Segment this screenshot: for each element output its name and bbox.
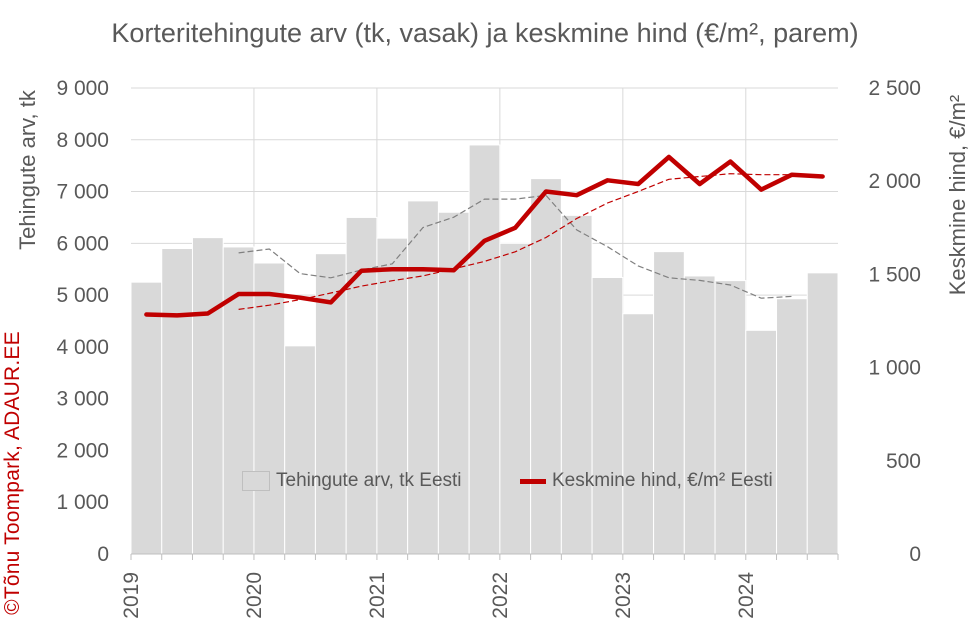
y-left-tick-label: 4 000 bbox=[56, 336, 109, 359]
x-year-label-group: 2020 bbox=[243, 572, 266, 619]
legend-line-label: Keskmine hind, €/m² Eesti bbox=[552, 470, 773, 491]
bar bbox=[591, 277, 624, 555]
bar bbox=[191, 237, 224, 555]
price-line-point bbox=[605, 178, 609, 182]
x-year-label: 2021 bbox=[366, 572, 389, 619]
bar bbox=[560, 214, 593, 555]
price-line-point bbox=[237, 292, 241, 296]
y-right-tick-label: 1 500 bbox=[868, 263, 921, 286]
y-left-tick-label: 8 000 bbox=[56, 129, 109, 152]
bar bbox=[683, 275, 716, 555]
price-line-point bbox=[206, 312, 210, 316]
y-left-tick-label: 3 000 bbox=[56, 388, 109, 411]
price-line-point bbox=[728, 160, 732, 164]
price-line-point bbox=[698, 182, 702, 186]
bar bbox=[284, 345, 316, 555]
price-line-point bbox=[360, 269, 364, 273]
y-left-tick-label: 7 000 bbox=[56, 181, 109, 204]
legend-bar-label: Tehingute arv, tk Eesti bbox=[276, 470, 462, 491]
price-line-point bbox=[175, 313, 179, 317]
price-line-point bbox=[329, 300, 333, 304]
bar bbox=[407, 200, 439, 555]
y-left-tick-label: 9 000 bbox=[56, 77, 109, 100]
axes: 0 1 000 2 000 3 000 4 000 5 000 6 000 7 000 8 00… bbox=[56, 77, 921, 619]
bar bbox=[530, 178, 562, 555]
trend-line-price bbox=[238, 173, 792, 310]
price-line-point bbox=[667, 155, 671, 159]
x-year-label-group: 2021 bbox=[366, 572, 389, 619]
x-year-label: 2020 bbox=[243, 572, 266, 619]
y-right-tick-label: 500 bbox=[886, 450, 921, 473]
bar bbox=[314, 253, 347, 555]
legend-item-bars: Tehingute arv, tk Eesti bbox=[242, 468, 462, 494]
legend-line-swatch bbox=[520, 478, 546, 484]
price-line-point bbox=[575, 193, 579, 197]
bar bbox=[376, 237, 409, 555]
y-right-tick-label: 2 000 bbox=[868, 170, 921, 193]
bar-series bbox=[130, 144, 839, 555]
price-line-point bbox=[790, 173, 794, 177]
watermark-text: ©Tõnu Toompark, ADAUR.EE bbox=[1, 331, 24, 615]
line-series bbox=[144, 154, 825, 318]
x-year-label: 2022 bbox=[489, 572, 512, 619]
bar bbox=[437, 211, 470, 555]
x-year-label-group: 2024 bbox=[735, 572, 758, 619]
y-left-tick-label: 2 000 bbox=[56, 439, 109, 462]
y-left-tick-label: 6 000 bbox=[56, 232, 109, 255]
bar bbox=[130, 281, 163, 555]
price-line-point bbox=[544, 189, 548, 193]
price-line-point bbox=[144, 312, 148, 316]
x-year-label: 2019 bbox=[120, 572, 143, 619]
x-year-label-group: 2019 bbox=[120, 572, 143, 619]
bar bbox=[468, 144, 501, 555]
y-right-tick-label: 2 500 bbox=[868, 77, 921, 100]
price-line-point bbox=[821, 175, 825, 179]
trend-lines bbox=[238, 173, 792, 310]
price-line-point bbox=[636, 182, 640, 186]
bar bbox=[714, 280, 747, 555]
price-line-point bbox=[267, 292, 271, 296]
price-line-point bbox=[298, 296, 302, 300]
bar bbox=[622, 313, 655, 555]
price-line-point bbox=[421, 267, 425, 271]
price-line-point bbox=[452, 268, 456, 272]
price-line-point bbox=[513, 226, 517, 230]
y-left-tick-label: 0 bbox=[97, 543, 109, 566]
bar bbox=[745, 329, 778, 555]
bar bbox=[161, 248, 193, 555]
price-line-point bbox=[390, 267, 394, 271]
y-left-tick-label: 1 000 bbox=[56, 491, 109, 514]
y-right-tick-label: 1 000 bbox=[868, 357, 921, 380]
y-right-tick-label: 0 bbox=[909, 543, 921, 566]
bar bbox=[653, 251, 685, 555]
x-year-label: 2023 bbox=[612, 572, 635, 619]
legend-item-line: Keskmine hind, €/m² Eesti bbox=[520, 468, 773, 494]
bar bbox=[499, 242, 532, 555]
y-left-tick-label: 5 000 bbox=[56, 284, 109, 307]
trend-line-count bbox=[238, 194, 792, 299]
bar bbox=[776, 298, 808, 555]
chart-title: Korteritehingute arv (tk, vasak) ja kesk… bbox=[111, 18, 859, 48]
x-year-label-group: 2023 bbox=[612, 572, 635, 619]
legend-bar-swatch bbox=[242, 471, 270, 491]
x-year-label: 2024 bbox=[735, 572, 758, 619]
x-year-label-group: 2022 bbox=[489, 572, 512, 619]
bar bbox=[806, 272, 839, 555]
watermark: ©Tõnu Toompark, ADAUR.EE bbox=[0, 310, 26, 636]
price-line-point bbox=[759, 188, 763, 192]
price-line-point bbox=[483, 239, 486, 243]
